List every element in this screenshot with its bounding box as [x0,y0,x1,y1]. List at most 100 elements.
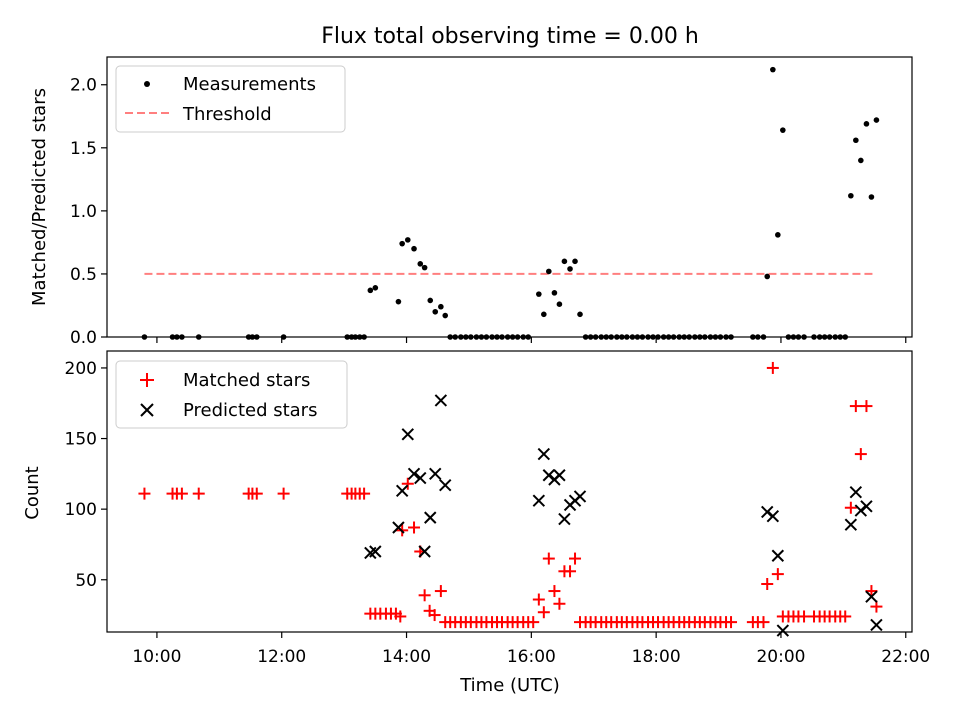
predicted-stars-point [870,618,883,632]
legend-marker-predicted [140,403,154,417]
matched-stars-point [532,593,545,606]
predicted-stars-point [414,471,427,485]
predicted-stars-point [844,518,858,531]
predicted-stars-point [776,624,790,637]
y-tick-label: 2.0 [70,76,97,96]
measurement-point [572,258,578,265]
matched-stars-point [849,400,862,413]
ratio-plot-frame [106,56,913,338]
measurement-point [541,311,547,318]
matched-stars-point [865,585,878,598]
ratio-panel: 0.00.51.01.52.0 Matched/Predicted stars … [29,56,913,348]
ratio-y-axis-label: Matched/Predicted stars [29,88,50,306]
predicted-stars-point [424,511,437,524]
measurement-point [775,232,781,238]
measurement-point [399,240,405,247]
predicted-stars-point [434,394,448,407]
measurement-point [536,291,542,297]
matched-stars-point [854,448,867,461]
predicted-stars-point [849,485,863,499]
matched-stars-point [569,552,582,565]
predicted-stars-point [392,521,405,534]
measurement-point [442,312,449,319]
y-tick-label: 1.0 [70,202,97,222]
matched-stars-point [250,487,263,500]
matched-stars-point [725,616,738,629]
matched-stars-point [175,487,188,500]
matched-stars-point [418,589,431,602]
measurement-point [764,273,771,280]
predicted-stars-point [865,590,878,603]
matched-stars-point [408,521,421,534]
measurement-point [868,194,875,200]
measurement-point [853,137,859,144]
measurement-point [551,290,558,296]
matched-stars-point [527,616,540,629]
legend-label-predicted: Predicted stars [183,400,317,421]
predicted-stars-point [395,484,409,498]
measurement-point [411,245,417,252]
matched-stars-point [860,400,873,413]
measurements-layer [141,66,880,340]
matched-stars-point [542,552,555,565]
measurement-point [577,311,583,318]
legend-label-matched: Matched stars [183,370,310,391]
measurement-point [863,121,870,127]
matched-stars-point [537,606,550,619]
x-tick-label: 12:00 [257,647,306,667]
predicted-stars-point [537,447,551,461]
matched-stars-point [401,477,414,490]
predicted-stars-point [553,469,566,482]
matched-stars-point [839,610,852,623]
x-tick-label: 16:00 [507,647,556,667]
y-tick-label: 0.0 [70,328,97,348]
measurement-point [395,298,402,305]
matched-stars-point [771,568,784,581]
x-tick-label: 22:00 [881,647,930,667]
matched-stars-point [761,577,774,590]
measurement-point [372,285,379,291]
measurement-point [770,66,776,73]
measurement-point [432,308,439,315]
count-y-axis: 50 100 150 200 [65,359,107,591]
predicted-stars-point [401,428,414,441]
count-panel: 50 100 150 200 10:00 12:00 14:00 16:00 18:00 20:… [22,350,930,696]
x-tick-label: 14:00 [382,647,431,667]
y-tick-label: 50 [75,571,97,591]
ratio-legend-box [115,65,346,133]
y-tick-label: 100 [65,500,97,520]
count-markers-layer [138,361,883,637]
x-tick-label: 10:00 [132,647,181,667]
y-tick-label: 0.5 [70,265,97,285]
count-legend-box [115,360,348,429]
count-plot-frame [106,350,913,633]
predicted-stars-point [771,549,785,562]
count-y-axis-label: Count [22,466,43,519]
measurement-point [567,266,573,272]
matched-stars-point [757,616,770,629]
measurement-point [873,117,880,123]
chart-title: Flux total observing time = 0.00 h [321,24,699,49]
matched-stars-point [844,501,857,514]
measurement-point [427,297,434,304]
legend-label-measurements: Measurements [183,74,316,95]
legend-label-threshold: Threshold [182,104,272,125]
matched-stars-point [553,597,566,610]
matched-stars-point [358,487,371,500]
measurement-point [561,258,568,265]
ratio-y-axis: 0.0 0.5 1.0 1.5 2.0 [70,76,107,348]
y-tick-label: 150 [65,430,97,450]
predicted-stars-point [418,545,431,558]
legend-marker-measurements [144,81,150,87]
matched-stars-point [394,610,407,623]
measurement-point [421,264,428,271]
measurement-point [556,301,563,308]
measurement-point [848,192,854,199]
measurement-point [546,268,552,275]
matched-stars-point [428,609,441,622]
count-legend: Matched stars Predicted stars [115,360,348,429]
y-tick-label: 1.5 [70,139,97,159]
predicted-stars-point [429,467,442,481]
predicted-stars-point [558,512,571,526]
matched-stars-point [138,487,151,500]
